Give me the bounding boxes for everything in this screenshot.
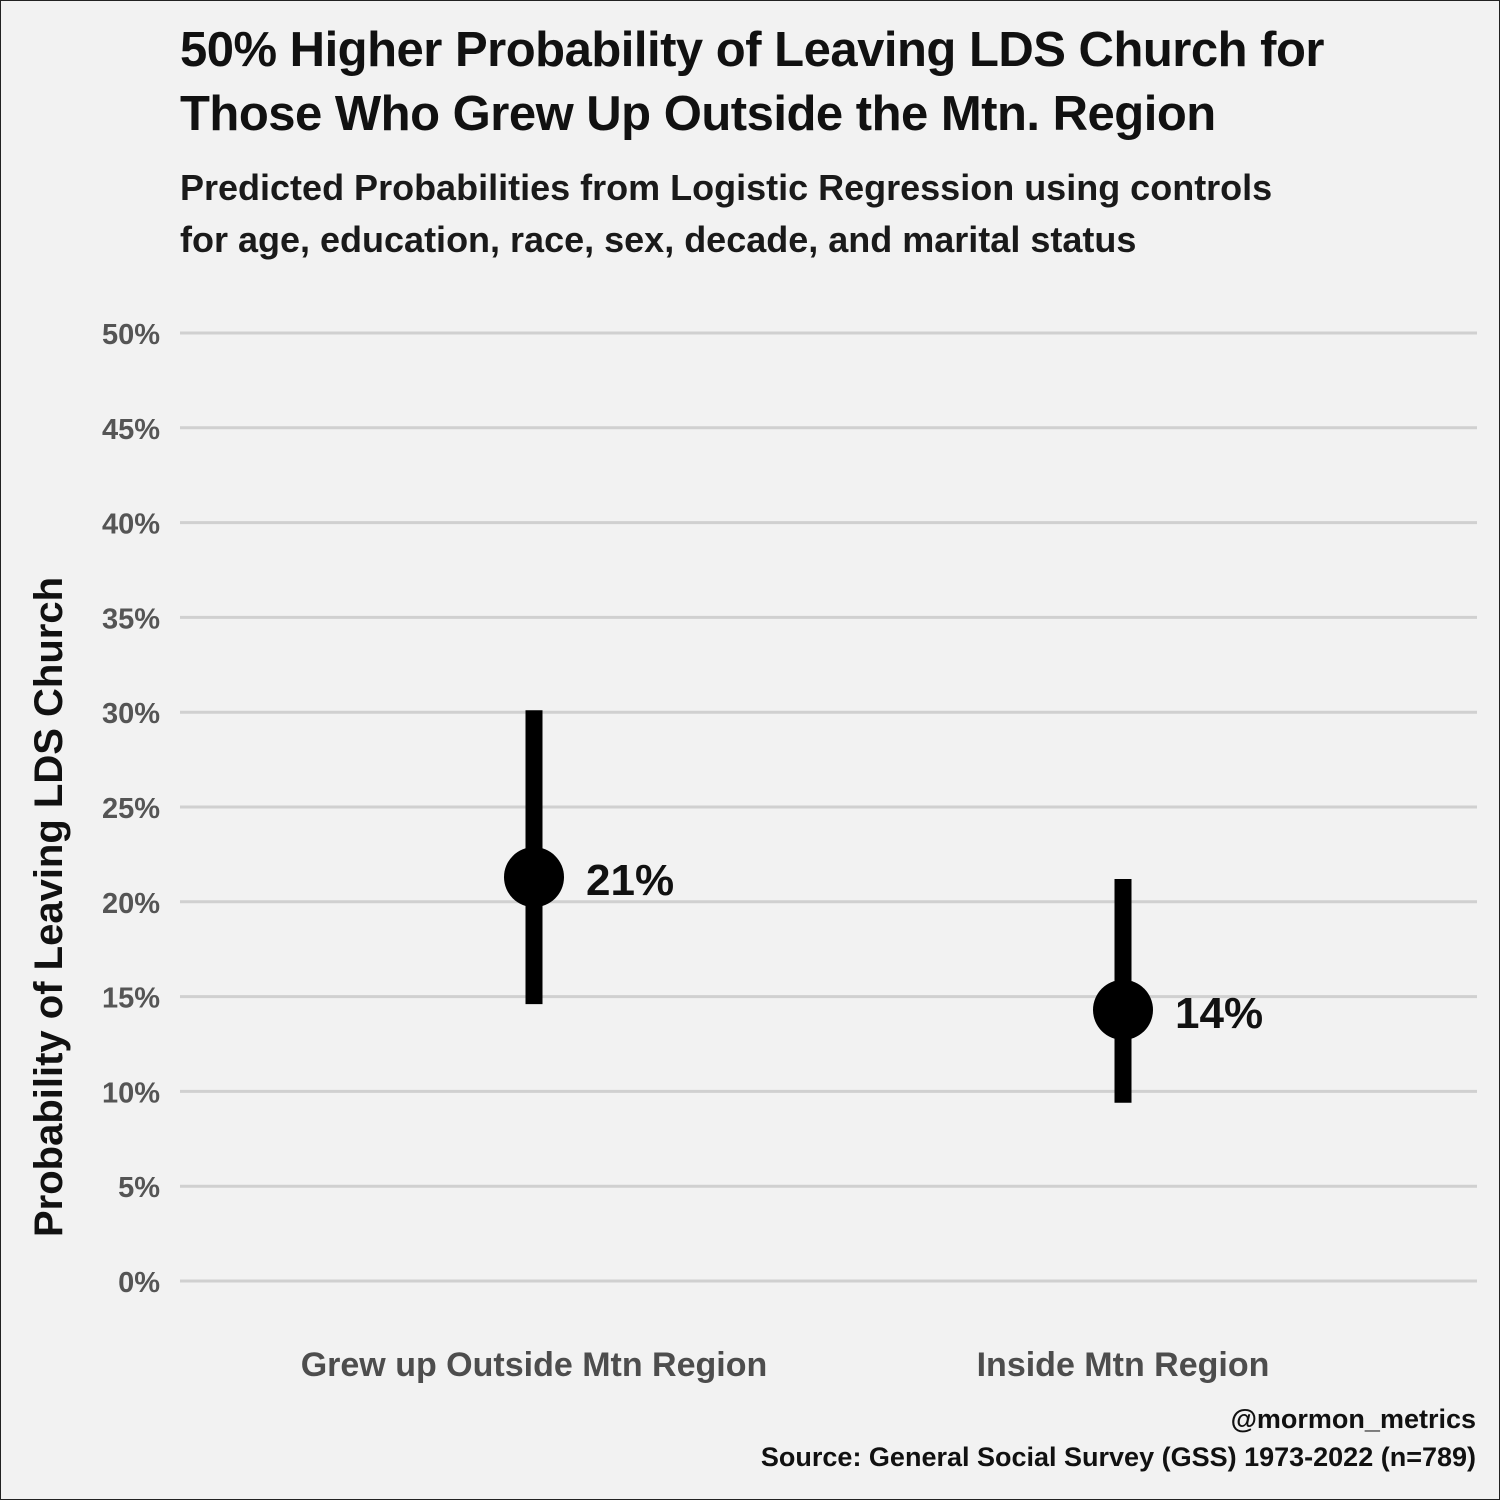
caption-source: Source: General Social Survey (GSS) 1973… xyxy=(760,1442,1476,1472)
y-tick-label-30: 30% xyxy=(102,698,160,730)
y-tick-label-35: 35% xyxy=(102,603,160,635)
x-tick-label-2: Inside Mtn Region xyxy=(977,1346,1270,1384)
chart-title: 50% Higher Probability of Leaving LDS Ch… xyxy=(180,18,1495,146)
y-tick-label-15: 15% xyxy=(102,983,160,1015)
data-point-2 xyxy=(1093,979,1153,1040)
y-tick-label-40: 40% xyxy=(102,509,160,541)
y-axis-label: Probability of Leaving LDS Church xyxy=(27,577,71,1237)
y-tick-label-10: 10% xyxy=(102,1077,160,1109)
data-point-1 xyxy=(504,847,564,908)
chart-subtitle: Predicted Probabilities from Logistic Re… xyxy=(180,167,1273,260)
y-tick-label-5: 5% xyxy=(118,1172,160,1204)
data-label-2: 14% xyxy=(1175,989,1263,1038)
y-tick-label-25: 25% xyxy=(102,793,160,825)
x-tick-label-1: Grew up Outside Mtn Region xyxy=(301,1346,768,1384)
title-line-2: Those Who Grew Up Outside the Mtn. Regio… xyxy=(180,87,1216,141)
y-tick-label-45: 45% xyxy=(102,414,160,446)
title-line-1: 50% Higher Probability of Leaving LDS Ch… xyxy=(180,23,1325,77)
data-label-1: 21% xyxy=(586,856,674,905)
y-tick-label-0: 0% xyxy=(118,1267,160,1299)
y-tick-label-20: 20% xyxy=(102,888,160,920)
y-tick-label-50: 50% xyxy=(102,319,160,351)
caption-handle: @mormon_metrics xyxy=(1230,1404,1476,1434)
